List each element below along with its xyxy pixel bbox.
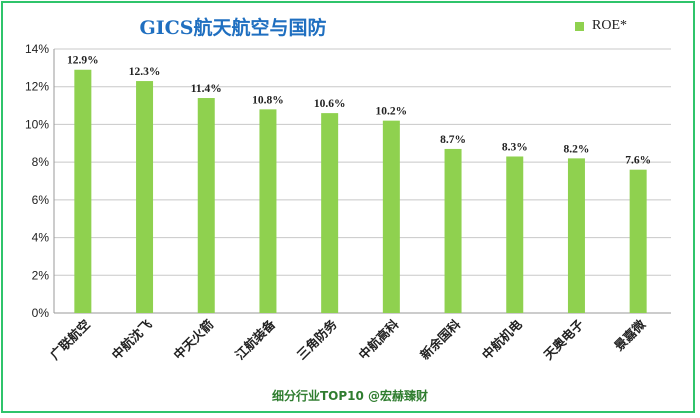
y-tick-label: 2% [32,268,50,282]
x-tick-label: 中航沈飞 [109,316,155,362]
data-label: 8.7% [440,134,466,146]
bar [136,81,154,313]
data-label: 10.8% [252,94,284,106]
y-tick-label: 14% [25,42,49,56]
legend-label: ROE* [592,18,627,33]
y-tick-label: 8% [32,155,50,169]
data-label: 12.9% [67,55,99,67]
data-label: 8.3% [502,141,528,153]
bar [506,156,524,313]
bar [444,148,462,313]
data-label: 10.6% [314,98,346,110]
x-tick-label: 江航装备 [232,316,278,362]
legend: ROE* [575,18,627,34]
data-label: 10.2% [376,106,408,118]
y-tick-label: 12% [25,80,49,94]
data-label: 7.6% [625,155,651,167]
x-tick-label: 景嘉微 [611,316,648,353]
data-label: 8.2% [564,143,590,155]
bar [567,158,585,313]
bar [197,98,215,314]
bar [259,109,277,313]
x-tick-label: 中天火箭 [170,316,216,362]
bar [74,69,92,313]
y-tick-label: 0% [32,306,50,320]
bar [382,120,400,314]
footer-caption: 细分行业TOP10 @宏赫臻财 [271,389,429,403]
chart-title: GICS航天航空与国防 [139,17,327,39]
legend-swatch [575,21,584,31]
y-tick-label: 10% [25,117,49,131]
x-tick-label: 三角防务 [294,316,340,362]
x-tick-label: 新余国科 [417,316,463,362]
data-label: 12.3% [129,66,161,78]
y-tick-label: 4% [32,231,50,245]
data-label: 11.4% [191,83,222,95]
x-tick-label: 中航机电 [479,316,525,362]
bar [321,113,339,313]
x-tick-label: 中航高科 [355,316,401,362]
y-tick-label: 6% [32,193,50,207]
x-tick-label: 天奥电子 [541,316,587,362]
bar-chart: 0% 2% 4% 6% 8% 10% 12% 14% 12.9% 12.3% 11.4% 10.8%… [25,42,671,363]
chart-frame: 0% 2% 4% 6% 8% 10% 12% 14% 12.9% 12.3% 11.4% 10.8%… [1,1,695,413]
bar [629,169,647,313]
x-tick-label: 广联航空 [47,317,93,363]
